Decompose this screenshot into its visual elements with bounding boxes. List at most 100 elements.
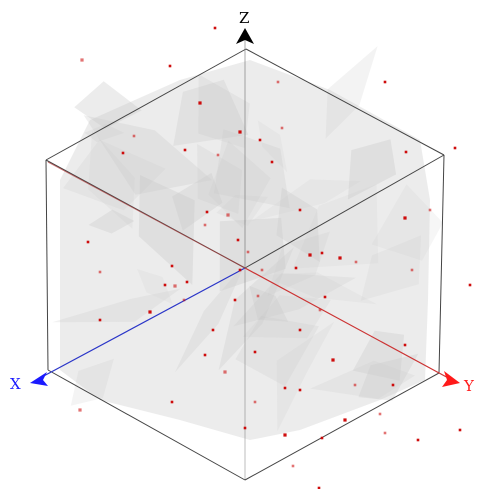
volume-patch [172,172,223,231]
point-marker [318,308,322,312]
point-marker [211,328,215,332]
point-marker [253,400,257,404]
point-marker [78,408,82,412]
point-marker [378,412,382,416]
volume-patch [233,273,356,327]
point-marker [185,280,189,284]
cube-edge [244,372,440,481]
point-marker [243,426,247,430]
point-marker [163,283,167,287]
cube-edge [245,48,445,156]
volume-patch [70,358,114,406]
point-marker [276,80,280,84]
point-marker [98,318,102,322]
volume-patch [74,81,142,129]
volume-patch [347,139,397,200]
point-marker [203,223,207,227]
point-marker [331,358,335,362]
volume-patch [216,194,268,226]
point-marker [183,148,187,152]
y-axis-line [244,267,453,381]
point-marker [283,433,287,437]
point-marker [298,328,302,332]
point-marker [283,386,287,390]
axis-arrows [30,28,460,387]
point-marker [173,284,177,288]
point-marker [320,251,324,255]
volume-patch [208,140,271,229]
volume-patch [292,184,379,269]
point-marker [98,270,102,274]
point-marker [353,383,357,387]
point-marker [238,130,242,134]
point-marker [468,283,472,287]
point-marker [236,238,240,242]
point-marker [233,298,237,302]
point-marker [182,298,186,302]
point-marker [428,208,432,212]
z-arrow-icon [236,28,254,44]
bounding-cube [39,40,453,481]
point-marker [323,295,327,299]
cube-edge [47,369,246,481]
cube-edge [438,154,445,374]
cube-edge [244,154,445,269]
volume-patch [276,187,320,262]
volume-blobs [52,46,443,432]
point-marker [256,294,260,298]
point-marker [410,268,414,272]
z-axis-label: Z [239,9,249,27]
point-marker [198,101,202,105]
point-marker [270,160,274,164]
point-marker [416,438,420,442]
volume-patch [235,315,319,387]
point-marker [294,266,298,270]
volume-patch [218,247,294,371]
volume-patch [198,74,250,148]
point-marker [86,240,90,244]
point-marker [80,58,84,62]
volume-patch [267,231,330,297]
point-marker [203,353,207,357]
point-marker [317,486,321,489]
point-marker [280,126,284,130]
point-marker [148,310,152,314]
point-marker [132,134,136,138]
volume-patch [257,120,288,173]
point-marker [246,250,250,254]
volume-patch [310,360,415,399]
point-marker [403,343,407,347]
point-marker [258,138,262,142]
point-cloud [78,26,472,489]
volume-patch [137,269,173,305]
volume-patch [358,353,419,401]
point-marker [223,370,227,374]
point-marker [253,350,257,354]
cube-edge [45,48,247,161]
volume-patch [352,330,405,381]
volume-patch [197,144,243,214]
y-axis-label: Y [463,377,475,395]
volume-patch [214,129,290,209]
point-marker [308,253,312,257]
point-marker [121,151,125,155]
volume-patch [83,115,212,195]
volume-patch [325,46,378,139]
volume-patch [88,209,135,234]
point-marker [338,256,342,260]
volume-patch [138,175,195,285]
x-axis-line [39,267,246,379]
volume-patch [250,179,361,222]
volume-patch [88,130,135,229]
point-marker [291,464,295,468]
point-marker [168,64,172,68]
point-marker [170,400,174,404]
point-marker [298,388,302,392]
volume-patch [242,295,331,339]
top-face-diagonal [47,161,246,269]
point-marker [170,264,174,268]
point-marker [205,210,209,214]
point-marker [226,213,230,217]
